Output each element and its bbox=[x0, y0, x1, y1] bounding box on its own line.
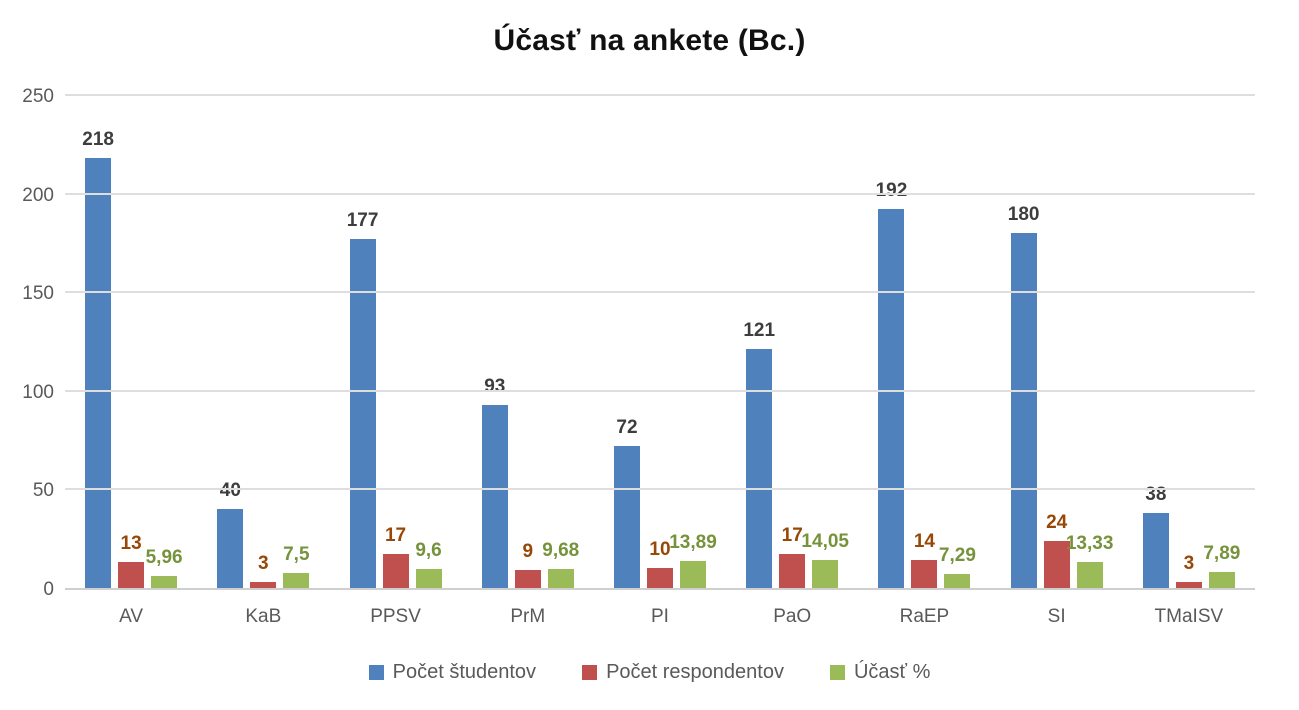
legend-swatch-icon bbox=[582, 665, 598, 680]
data-label: 7,29 bbox=[938, 544, 976, 566]
data-label: 13 bbox=[120, 533, 142, 555]
bar: 3 bbox=[1175, 553, 1202, 588]
x-category-label: PaO bbox=[773, 606, 812, 627]
legend-label: Účasť % bbox=[853, 661, 931, 683]
plot-area: 218 13 5,96 40 3 7,5 177 17 9,6 93 9 9,68 72 10 13,89 1… bbox=[65, 94, 1255, 590]
bar: 17 bbox=[779, 525, 806, 588]
y-tick-label: 200 bbox=[22, 184, 54, 206]
legend: Počet študentov Počet respondentov Účasť % bbox=[0, 661, 1299, 684]
legend-item: Účasť % bbox=[829, 661, 931, 684]
bar-group: 93 9 9,68 bbox=[462, 97, 594, 588]
data-label: 13,33 bbox=[1065, 532, 1114, 554]
gridline bbox=[65, 94, 1255, 96]
x-category-label: PrM bbox=[510, 606, 546, 627]
data-label: 14,05 bbox=[801, 531, 849, 553]
bar-groups: 218 13 5,96 40 3 7,5 177 17 9,6 93 9 9,68 72 10 13,89 1… bbox=[65, 97, 1255, 588]
legend-item: Počet študentov bbox=[368, 661, 537, 684]
x-category-label: PI bbox=[651, 606, 669, 627]
bar-group: 177 17 9,6 bbox=[329, 97, 461, 588]
bar: 218 bbox=[82, 129, 114, 588]
data-label: 93 bbox=[484, 375, 506, 397]
data-label: 177 bbox=[346, 209, 379, 231]
bar: 38 bbox=[1142, 484, 1169, 588]
bar: 5,96 bbox=[146, 547, 183, 588]
bar: 121 bbox=[743, 320, 775, 588]
bar-group: 218 13 5,96 bbox=[65, 97, 197, 588]
gridline bbox=[65, 389, 1255, 392]
legend-swatch-icon bbox=[368, 665, 384, 680]
bar-group: 192 14 7,29 bbox=[858, 97, 990, 588]
data-label: 13,89 bbox=[669, 531, 717, 553]
data-label: 9 bbox=[522, 541, 534, 563]
legend-swatch-icon bbox=[829, 665, 845, 680]
bar-group: 40 3 7,5 bbox=[197, 97, 329, 588]
legend-label: Počet študentov bbox=[392, 661, 537, 683]
bar: 24 bbox=[1043, 512, 1070, 588]
x-category-label: PPSV bbox=[370, 606, 421, 627]
data-label: 3 bbox=[1183, 553, 1195, 575]
y-tick-label: 150 bbox=[22, 283, 54, 305]
x-category-label: SI bbox=[1047, 606, 1066, 627]
data-label: 5,96 bbox=[145, 547, 183, 569]
bar: 72 bbox=[613, 417, 640, 588]
bar: 10 bbox=[646, 539, 673, 588]
bar-group: 121 17 14,05 bbox=[726, 97, 858, 588]
data-label: 24 bbox=[1046, 511, 1068, 533]
gridline bbox=[65, 291, 1255, 294]
data-label: 14 bbox=[913, 531, 935, 553]
data-label: 17 bbox=[781, 525, 803, 547]
bar-group: 180 24 13,33 bbox=[991, 97, 1123, 588]
data-label: 17 bbox=[384, 525, 407, 547]
data-label: 10 bbox=[649, 539, 671, 561]
data-label: 180 bbox=[1007, 204, 1040, 226]
bar: 14,05 bbox=[801, 531, 849, 588]
data-label: 3 bbox=[258, 553, 269, 575]
bar: 3 bbox=[250, 553, 277, 588]
bar: 9,68 bbox=[542, 540, 579, 588]
y-tick-label: 250 bbox=[22, 86, 54, 107]
bar: 180 bbox=[1008, 204, 1039, 588]
bar: 9,6 bbox=[415, 540, 442, 588]
data-label: 38 bbox=[1145, 484, 1167, 506]
data-label: 9,6 bbox=[415, 540, 442, 562]
bar: 7,5 bbox=[283, 544, 310, 588]
legend-label: Počet respondentov bbox=[606, 661, 784, 683]
gridline bbox=[65, 488, 1255, 491]
chart-title: Účasť na ankete (Bc.) bbox=[493, 24, 806, 57]
data-label: 218 bbox=[82, 129, 114, 151]
x-category-label: KaB bbox=[245, 606, 282, 627]
data-label: 40 bbox=[219, 480, 241, 502]
bar: 14 bbox=[911, 531, 938, 588]
x-category-label: AV bbox=[119, 606, 144, 627]
bar: 13,89 bbox=[669, 532, 717, 588]
y-tick-label: 50 bbox=[32, 480, 54, 502]
bar: 93 bbox=[481, 376, 508, 588]
y-tick-label: 0 bbox=[43, 579, 54, 600]
data-label: 192 bbox=[875, 180, 908, 202]
bar-group: 72 10 13,89 bbox=[594, 97, 726, 588]
bar: 177 bbox=[347, 210, 378, 588]
bar: 192 bbox=[876, 180, 907, 588]
x-axis-labels: AV KaB PPSV PrM PI PaO RaEP SI TMaISV bbox=[65, 606, 1255, 628]
bar: 9 bbox=[514, 541, 541, 588]
x-category-label: TMaISV bbox=[1154, 606, 1224, 627]
data-label: 121 bbox=[743, 320, 776, 342]
legend-item: Počet respondentov bbox=[582, 661, 784, 684]
bar: 7,89 bbox=[1203, 543, 1240, 588]
data-label: 72 bbox=[616, 417, 638, 439]
data-label: 9,68 bbox=[542, 539, 580, 561]
bar-group: 38 3 7,89 bbox=[1123, 97, 1255, 588]
gridline bbox=[65, 192, 1255, 195]
bar: 13 bbox=[118, 533, 145, 588]
data-label: 7,89 bbox=[1203, 543, 1241, 565]
data-label: 7,5 bbox=[283, 544, 310, 566]
bar: 17 bbox=[382, 525, 409, 588]
bar: 7,29 bbox=[939, 545, 976, 588]
y-tick-label: 100 bbox=[22, 381, 54, 403]
bar: 13,33 bbox=[1066, 533, 1113, 588]
x-category-label: RaEP bbox=[899, 606, 950, 627]
bar: 40 bbox=[217, 480, 244, 588]
